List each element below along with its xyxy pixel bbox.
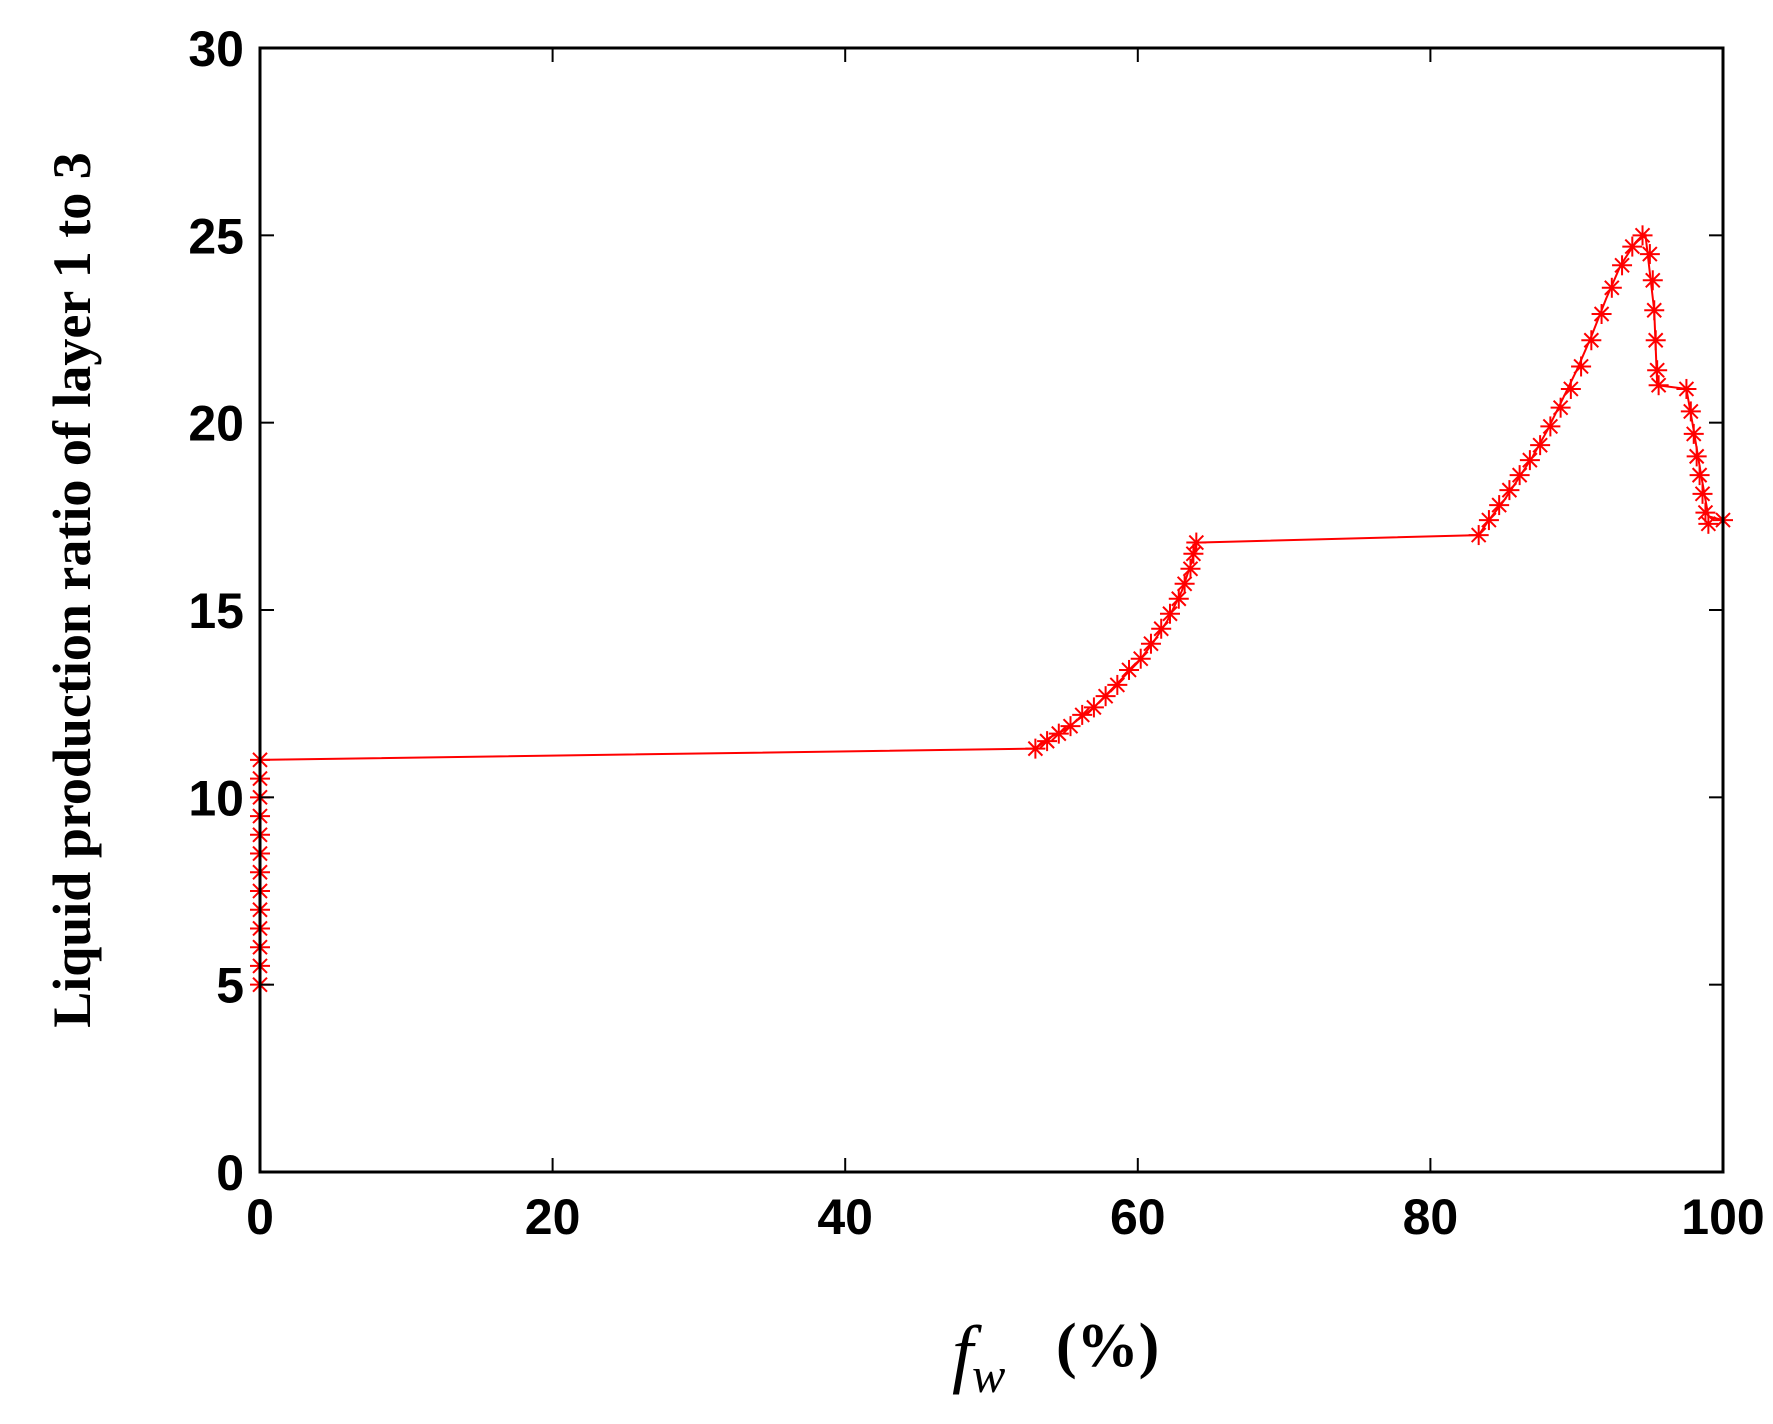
data-point-marker [1183,543,1204,564]
data-point-marker [1550,397,1571,418]
data-point-marker [1591,304,1612,325]
data-point-marker [1168,588,1189,609]
data-point-marker [1612,255,1633,276]
y-tick-label: 20 [188,396,244,452]
x-tick-label: 20 [525,1189,581,1245]
data-point-marker [1648,375,1669,396]
y-tick-label: 0 [216,1145,244,1201]
data-point-marker [1048,723,1069,744]
series-line [259,233,1724,985]
data-point-marker [1644,300,1665,321]
data-point-marker [1581,330,1602,351]
data-point-marker [1698,513,1719,534]
data-point-marker [1647,360,1668,381]
data-point-marker [1025,738,1046,759]
data-point-marker [1140,633,1161,654]
data-point-marker [1499,480,1520,501]
x-tick-label: 0 [246,1189,274,1245]
x-tick-label: 40 [817,1189,873,1245]
data-point-marker [1174,573,1195,594]
y-tick-label: 30 [188,21,244,77]
data-point-marker [1468,525,1489,546]
data-point-marker [1683,423,1704,444]
y-axis-label: Liquid production ratio of layer 1 to 3 [42,152,102,1028]
axes: 0 20 40 60 80 100 0 5 10 15 20 25 30 [188,21,1764,1245]
data-point-marker [1680,401,1701,422]
y-tick-label: 5 [216,958,244,1014]
data-point-marker [1478,510,1499,531]
data-point-marker [1645,330,1666,351]
data-point-marker [1489,495,1510,516]
x-tick-label: 60 [1110,1189,1166,1245]
data-point-marker [1695,502,1716,523]
data-point-marker [1083,697,1104,718]
data-point-marker [1676,378,1697,399]
plot-area [250,225,1733,995]
data-point-marker [1130,648,1151,669]
data-point-marker [1151,618,1172,639]
data-point-marker [1540,416,1561,437]
x-axis-label-subscript: w [972,1347,1005,1403]
data-point-marker [1601,277,1622,298]
data-point-marker [1639,244,1660,265]
data-point-marker [1186,532,1207,553]
data-point-marker [1689,465,1710,486]
plot-frame [258,46,1725,1174]
data-point-marker [1642,270,1663,291]
data-point-marker [1119,659,1140,680]
x-tick-label: 100 [1681,1189,1764,1245]
data-point-marker [1632,225,1653,246]
data-point-marker [1560,378,1581,399]
data-point-marker [1519,450,1540,471]
data-point-marker [1180,558,1201,579]
x-axis-label: f w (%) [952,1311,1159,1403]
data-point-marker [1107,674,1128,695]
x-tick-label: 80 [1403,1189,1459,1245]
data-point-marker [1060,716,1081,737]
y-tick-label: 15 [188,583,244,639]
data-point-marker [1509,465,1530,486]
data-point-marker [1692,483,1713,504]
data-point-marker [1159,603,1180,624]
data-point-marker [1686,446,1707,467]
data-point-marker [1530,435,1551,456]
y-tick-label: 25 [188,208,244,264]
data-point-marker [1571,356,1592,377]
y-tick-label: 10 [188,770,244,826]
x-axis-label-unit: (%) [1056,1312,1159,1380]
data-point-marker [1037,731,1058,752]
data-point-marker [1072,704,1093,725]
